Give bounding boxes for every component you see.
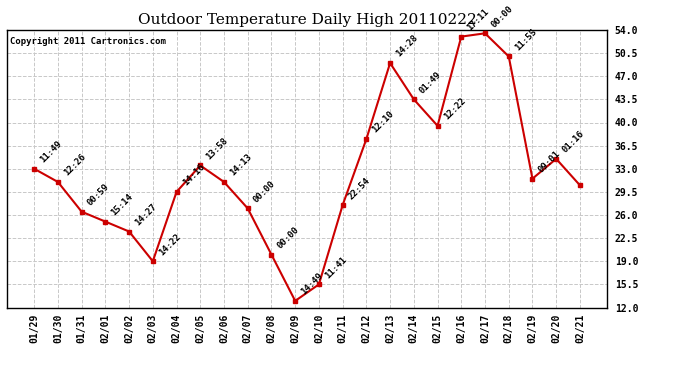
Text: 00:00: 00:00: [252, 179, 277, 204]
Text: 12:26: 12:26: [62, 152, 88, 178]
Text: 14:49: 14:49: [299, 272, 325, 297]
Text: 14:16: 14:16: [181, 162, 206, 188]
Text: 11:55: 11:55: [513, 27, 538, 52]
Text: 09:01: 09:01: [537, 149, 562, 174]
Text: 01:16: 01:16: [560, 129, 586, 154]
Text: 15:14: 15:14: [110, 192, 135, 217]
Text: 14:28: 14:28: [394, 33, 420, 59]
Text: 12:22: 12:22: [442, 96, 467, 122]
Text: 14:27: 14:27: [133, 202, 159, 227]
Text: 17:11: 17:11: [466, 7, 491, 33]
Text: 00:00: 00:00: [275, 225, 301, 251]
Text: 12:10: 12:10: [371, 110, 396, 135]
Text: 00:00: 00:00: [489, 4, 515, 29]
Text: 00:59: 00:59: [86, 182, 111, 207]
Text: 11:49: 11:49: [39, 139, 63, 165]
Text: 14:22: 14:22: [157, 232, 182, 257]
Text: 11:41: 11:41: [323, 255, 348, 280]
Title: Outdoor Temperature Daily High 20110222: Outdoor Temperature Daily High 20110222: [138, 13, 476, 27]
Text: 22:54: 22:54: [347, 176, 372, 201]
Text: 01:49: 01:49: [418, 70, 444, 95]
Text: Copyright 2011 Cartronics.com: Copyright 2011 Cartronics.com: [10, 37, 166, 46]
Text: 14:13: 14:13: [228, 152, 253, 178]
Text: 13:58: 13:58: [204, 136, 230, 161]
